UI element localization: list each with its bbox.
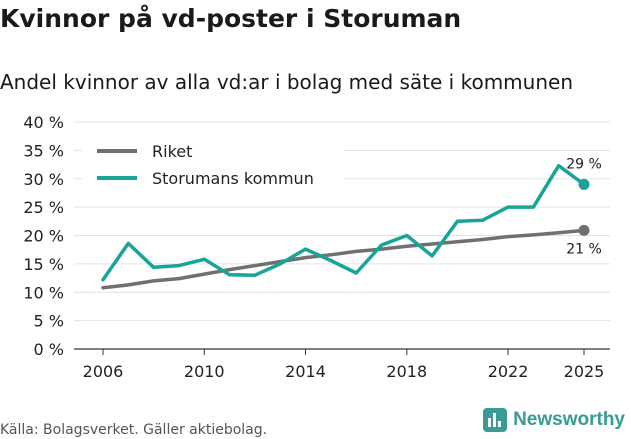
series-end-label: 21 % [566,241,602,257]
x-tick-label: 2006 [83,362,124,381]
x-tick-label: 2022 [488,362,529,381]
brand-logo: Newsworthy [483,406,625,434]
chart-title: Kvinnor på vd-poster i Storuman [0,4,462,33]
y-tick-label: 40 % [23,113,64,132]
legend-label: Storumans kommun [152,169,314,188]
y-tick-label: 35 % [23,141,64,160]
y-tick-label: 15 % [23,255,64,274]
y-tick-label: 0 % [34,340,64,359]
brand-name: Newsworthy [513,409,625,430]
series-line-riket [101,228,586,290]
x-tick-label: 2018 [386,362,427,381]
x-tick-label: 2014 [285,362,326,381]
y-tick-label: 30 % [23,170,64,189]
bar-chart-icon [483,408,508,432]
y-tick-label: 20 % [23,227,64,246]
series-end-point [578,224,590,236]
y-tick-label: 25 % [23,198,64,217]
legend-label: Riket [152,142,192,161]
series-line-storuman [101,163,586,282]
legend-background [82,134,344,190]
chart-subtitle: Andel kvinnor av alla vd:ar i bolag med … [0,70,573,94]
series-end-point [578,178,590,190]
source-note: Källa: Bolagsverket. Gäller aktiebolag. [0,422,268,438]
x-tick-label: 2010 [184,362,225,381]
x-tick-label: 2025 [564,362,605,381]
series-end-label: 29 % [566,156,602,172]
y-tick-label: 5 % [34,312,64,331]
y-tick-label: 10 % [23,283,64,302]
